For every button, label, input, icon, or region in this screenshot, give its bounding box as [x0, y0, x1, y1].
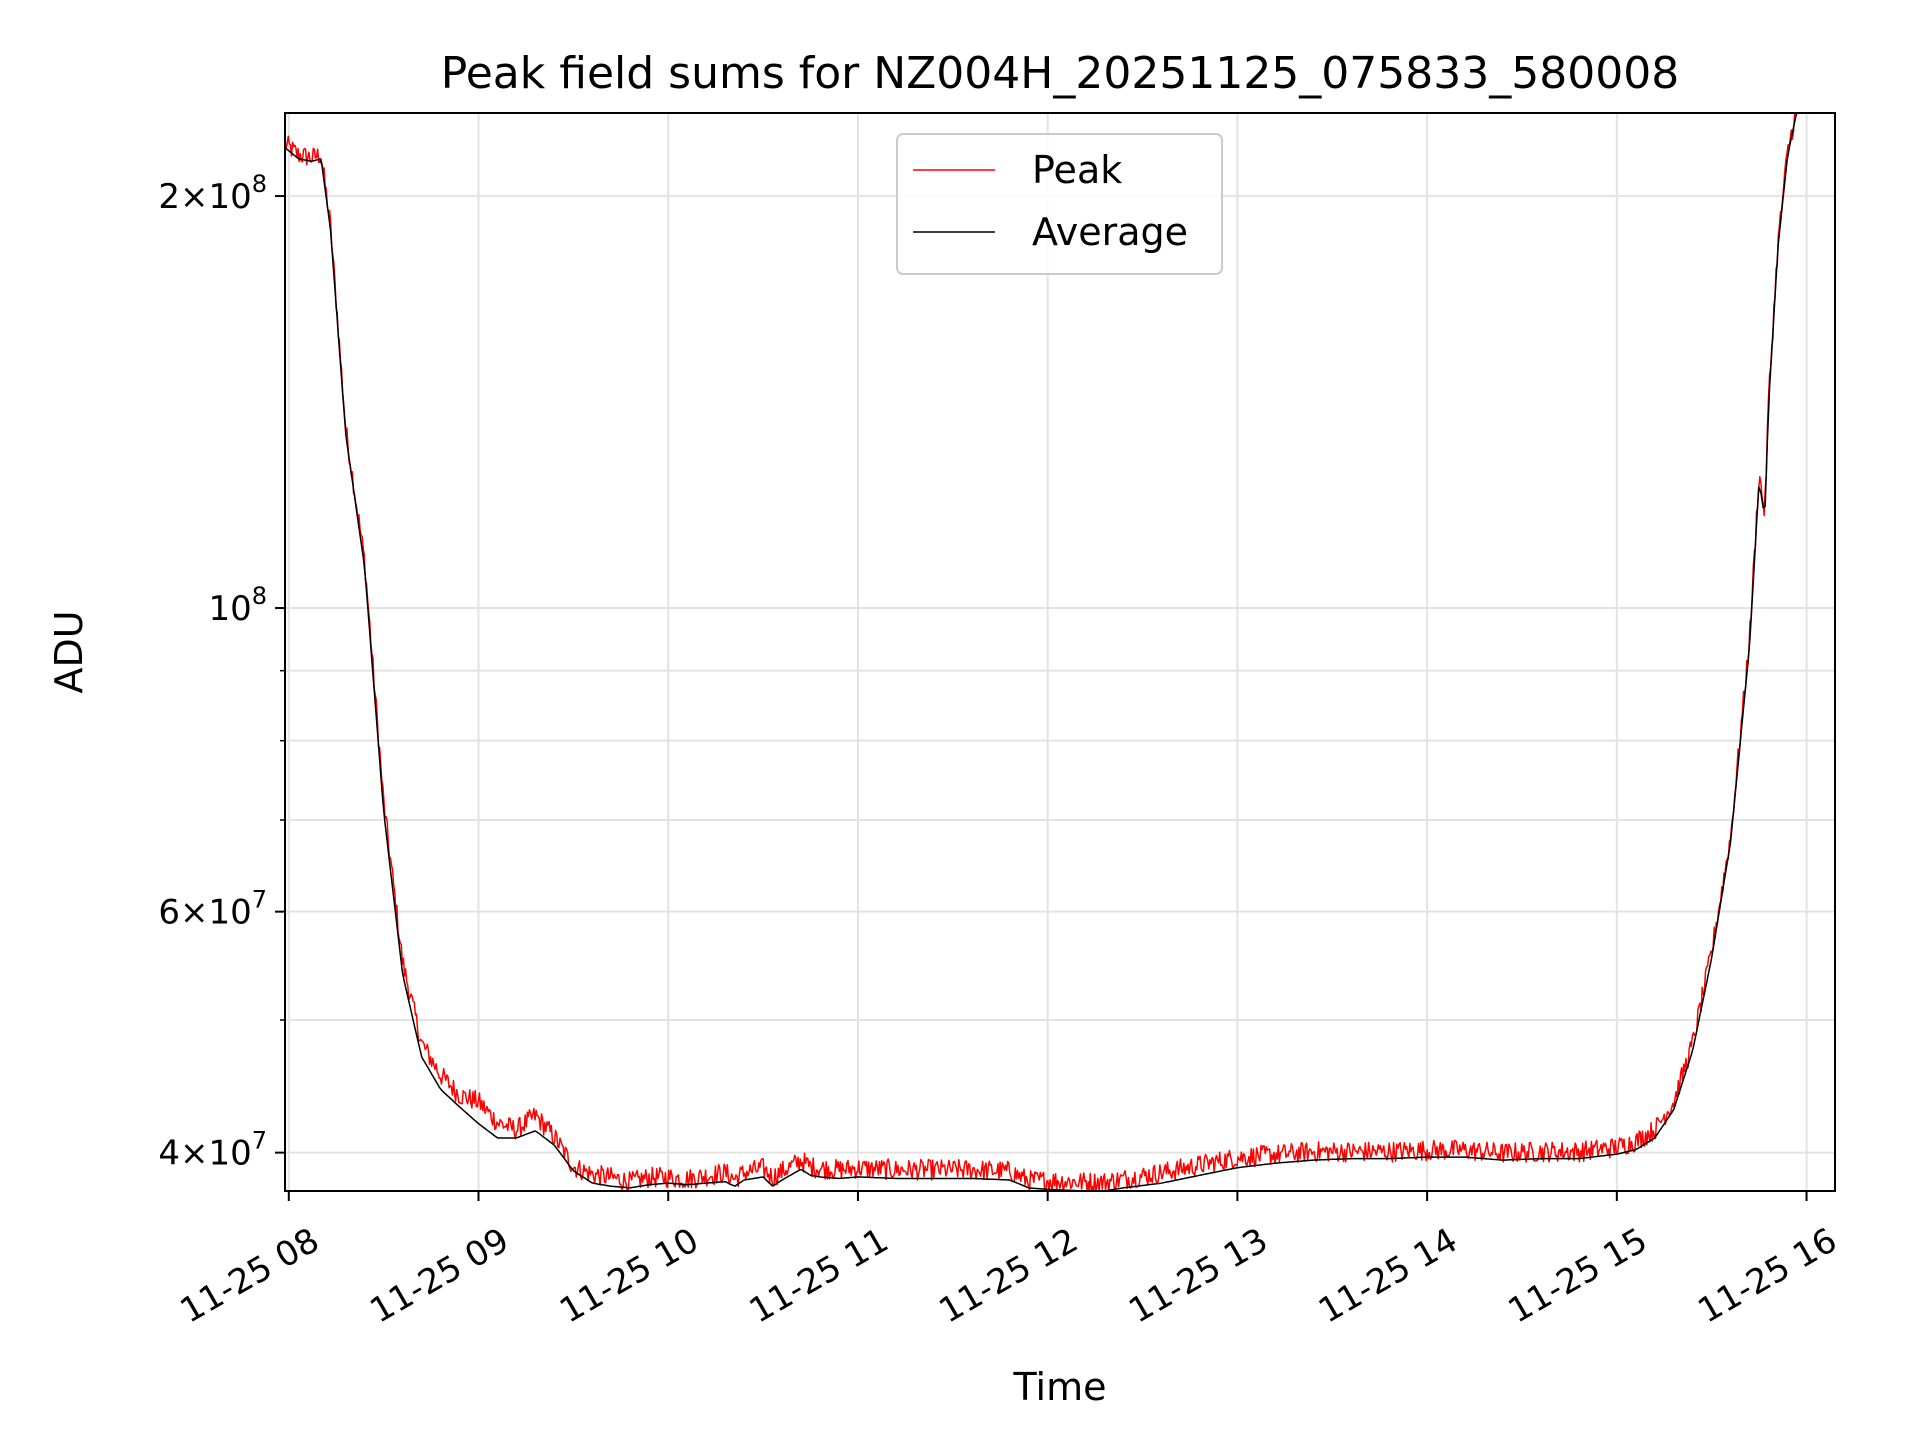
series-line-peak: [285, 113, 1796, 1191]
x-axis-label: Time: [1013, 1365, 1107, 1409]
chart-title: Peak field sums for NZ004H_20251125_0758…: [441, 48, 1679, 99]
y-tick-times: ×10: [180, 893, 252, 933]
legend-label-peak: Peak: [1032, 148, 1122, 192]
y-tick-label: 108: [208, 582, 267, 629]
y-tick-mantissa: 4: [158, 1134, 180, 1174]
y-tick-label: 4×107: [158, 1127, 267, 1174]
y-axis-label: ADU: [47, 610, 91, 693]
legend-box: [896, 133, 1223, 275]
plot-frame: [284, 112, 1836, 1192]
y-tick-times: ×10: [180, 177, 252, 217]
y-tick-label: 2×108: [158, 170, 267, 217]
legend: Peak Average: [896, 133, 1223, 275]
y-tick-base: 10: [208, 589, 251, 629]
series-layer: [285, 113, 1798, 1191]
y-tick-exponent: 7: [252, 1127, 267, 1155]
y-tick-exponent: 7: [252, 886, 267, 914]
legend-label-average: Average: [1032, 210, 1188, 254]
y-tick-times: ×10: [180, 1134, 252, 1174]
y-tick-exponent: 8: [252, 582, 267, 610]
y-tick-label: 6×107: [158, 886, 267, 933]
y-tick-mantissa: 2: [158, 177, 180, 217]
y-tick-exponent: 8: [252, 170, 267, 198]
y-tick-mantissa: 6: [158, 893, 180, 933]
series-line-average: [285, 113, 1798, 1191]
